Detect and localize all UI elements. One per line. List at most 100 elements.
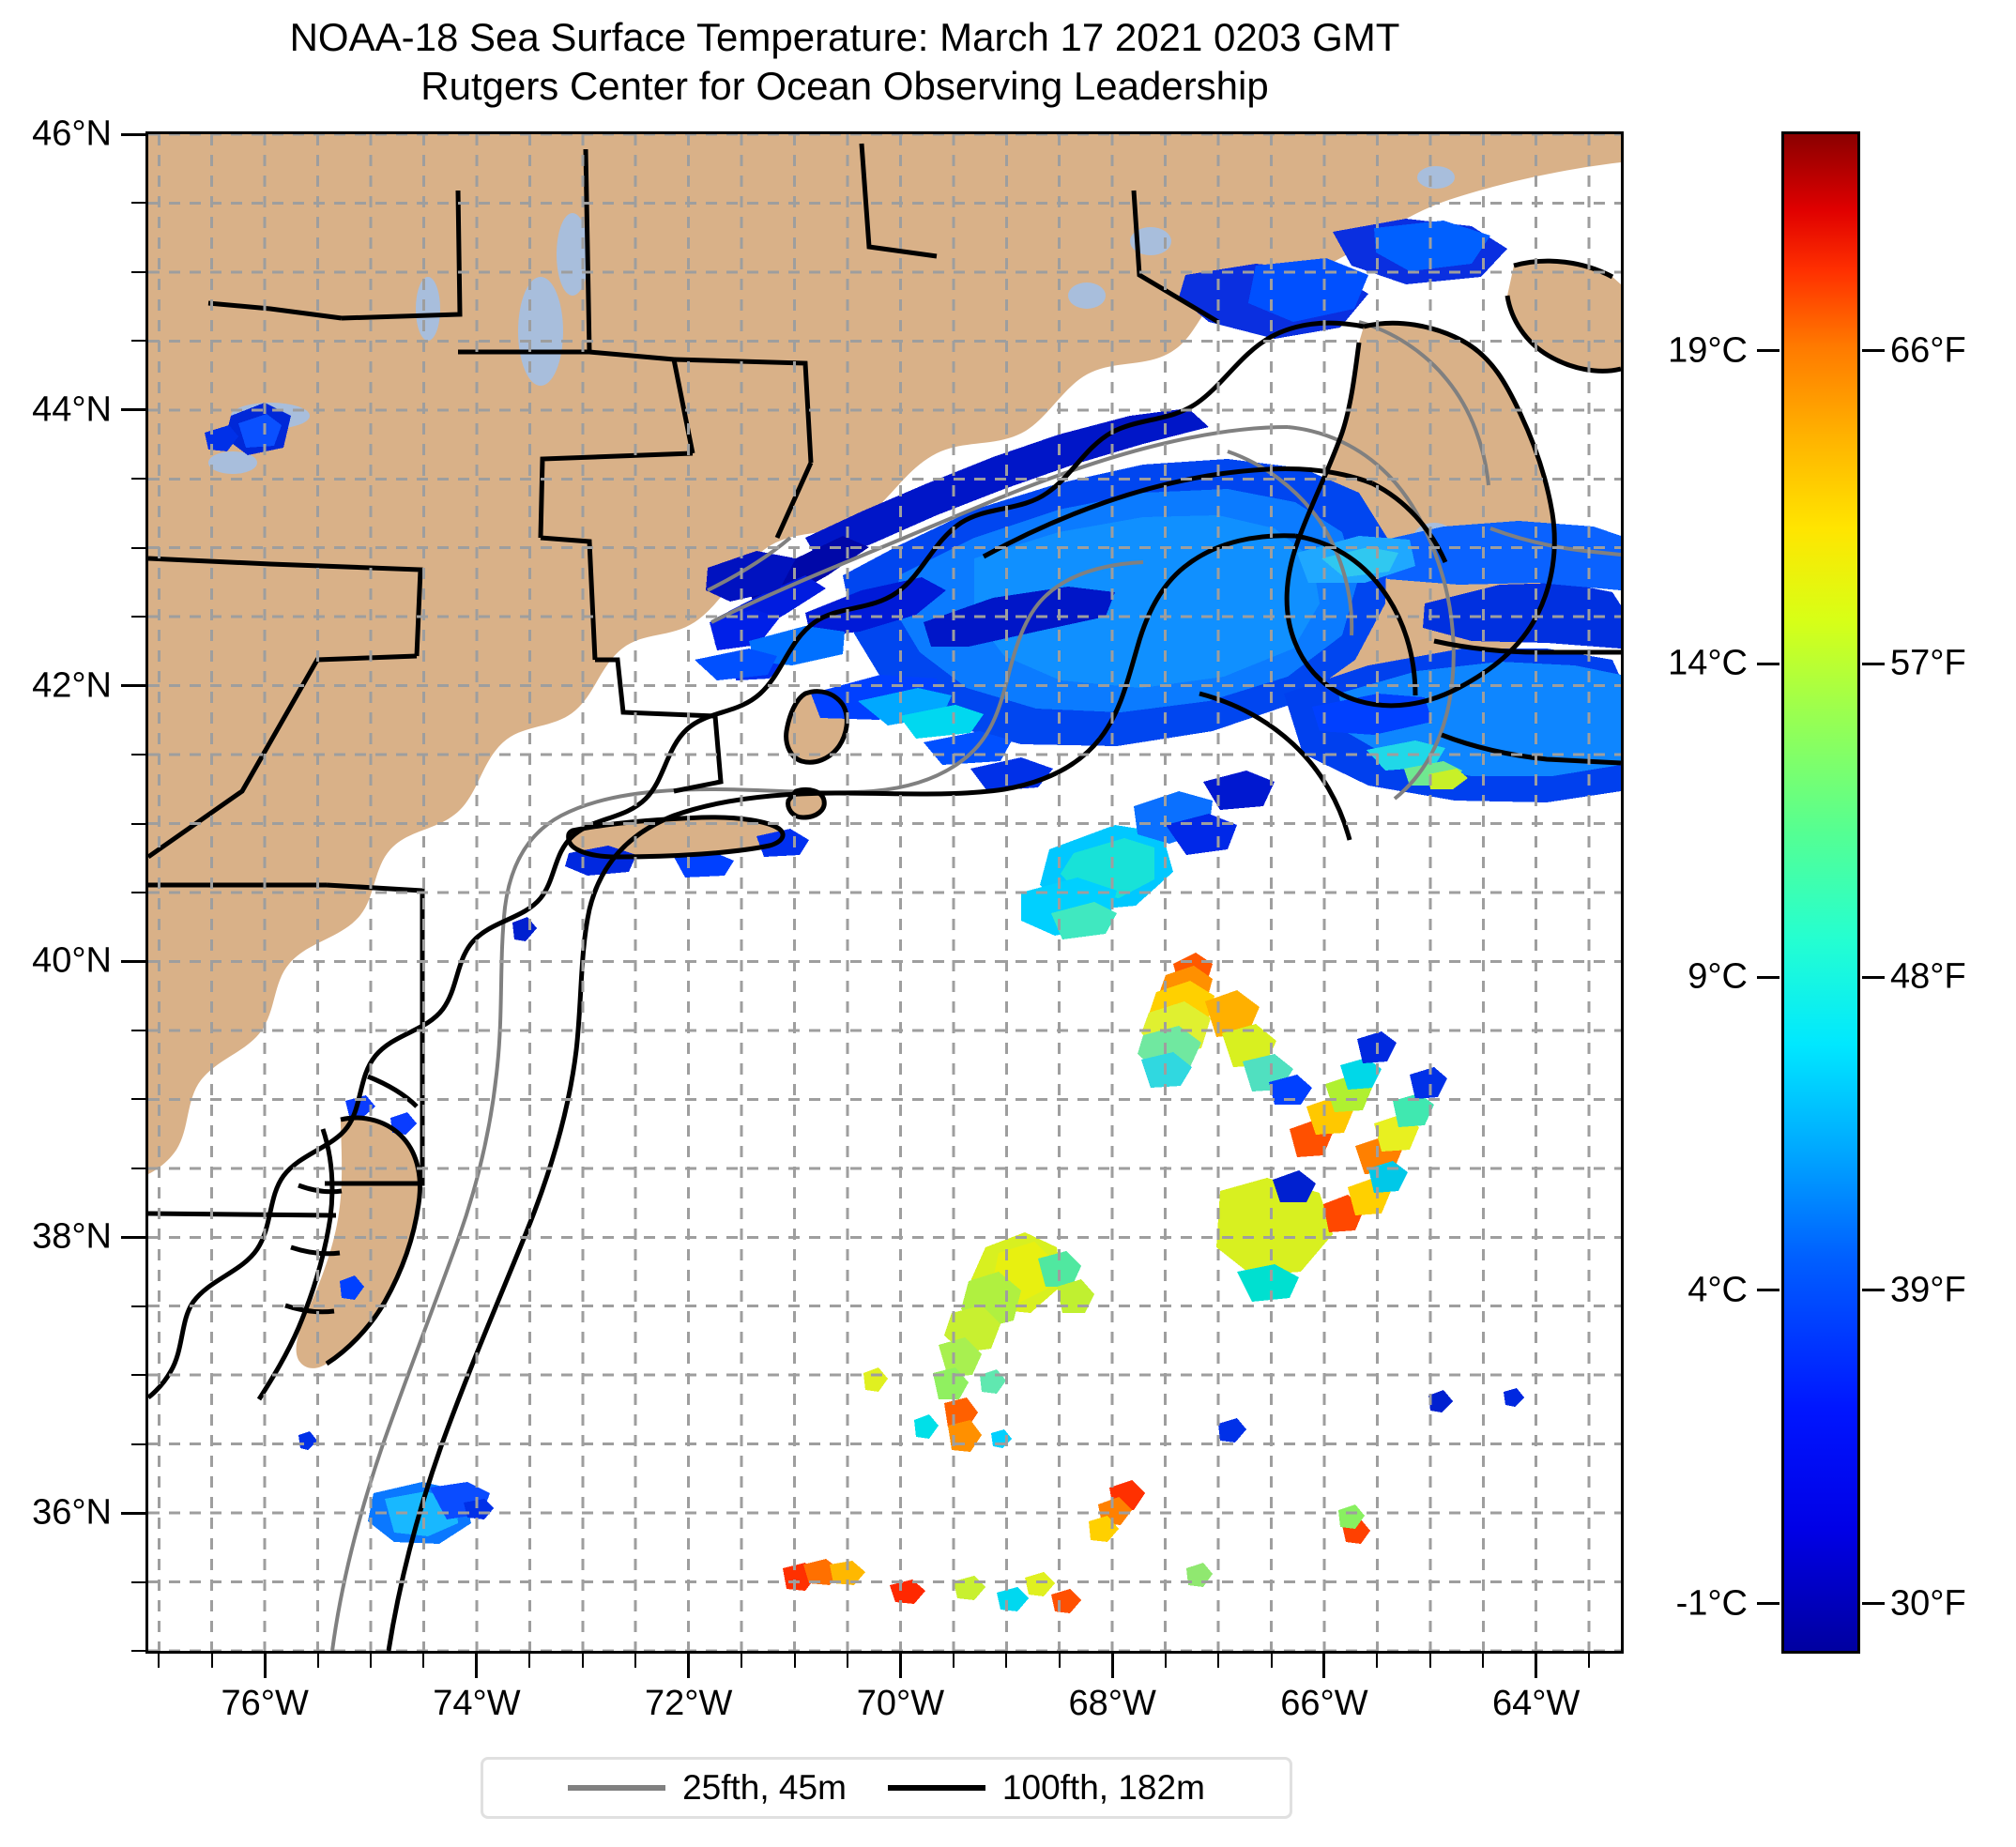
y-axis-minor-tick <box>131 1580 145 1583</box>
sst-patch-georges-bank <box>1021 771 1275 939</box>
colorbar-tick-celsius <box>1757 1289 1779 1292</box>
x-axis-tick-label: 70°W <box>856 1684 945 1723</box>
x-axis-major-tick <box>1110 1654 1114 1678</box>
x-axis-minor-tick <box>1217 1654 1220 1668</box>
y-axis-minor-tick <box>131 1305 145 1307</box>
colorbar-tick-celsius <box>1757 1602 1779 1606</box>
x-axis-minor-tick <box>793 1654 796 1668</box>
sst-data-layer <box>205 219 1621 1613</box>
colorbar-label-fahrenheit: 48°F <box>1890 956 1966 997</box>
y-axis-minor-tick <box>131 1442 145 1445</box>
y-axis-tick-label: 36°N <box>32 1492 112 1533</box>
colorbar-tick-fahrenheit <box>1862 349 1885 353</box>
x-axis-minor-tick <box>1428 1654 1431 1668</box>
coastline-layer <box>148 143 1621 1401</box>
page-title: NOAA-18 Sea Surface Temperature: March 1… <box>289 15 1400 59</box>
x-axis-minor-tick <box>846 1654 848 1668</box>
legend-label-25fth: 25fth, 45m <box>682 1768 847 1807</box>
x-axis-major-tick <box>1535 1654 1538 1678</box>
x-axis-tick-label: 74°W <box>433 1684 521 1723</box>
y-axis-major-tick <box>121 684 145 688</box>
y-axis-minor-tick <box>131 754 145 756</box>
y-axis-minor-tick <box>131 546 145 549</box>
colorbar-label-celsius: 14°C <box>1668 643 1748 683</box>
x-axis-minor-tick <box>581 1654 584 1668</box>
x-axis-minor-tick <box>210 1654 213 1668</box>
legend-line-100fth <box>887 1785 985 1791</box>
y-axis-minor-tick <box>131 1167 145 1169</box>
colorbar-tick-fahrenheit <box>1862 1602 1885 1606</box>
legend-item-100fth[interactable]: 100fth, 182m <box>887 1768 1205 1808</box>
x-axis-minor-tick <box>952 1654 955 1668</box>
isobath-100fth-layer <box>386 466 1621 1651</box>
x-axis-minor-tick <box>1005 1654 1008 1668</box>
x-axis-minor-tick <box>316 1654 319 1668</box>
colorbar-group[interactable]: -1°C 30°F 4°C 39°F 9°C 48°F 14°C 57°F 19°C 66°F <box>1668 131 1966 1654</box>
x-axis-major-tick <box>898 1654 902 1678</box>
colorbar-tick-fahrenheit <box>1862 662 1885 665</box>
x-axis-minor-tick <box>370 1654 373 1668</box>
colorbar-tick-celsius <box>1757 662 1779 665</box>
y-axis-tick-label: 44°N <box>32 389 112 430</box>
x-axis-minor-tick <box>1164 1654 1167 1668</box>
y-axis-minor-tick <box>131 340 145 343</box>
y-axis-minor-tick <box>131 202 145 205</box>
x-axis-minor-tick <box>741 1654 743 1668</box>
y-axis-minor-tick <box>131 1029 145 1031</box>
lat-lon-grid-layer <box>148 134 1621 1651</box>
y-axis-major-tick <box>121 408 145 412</box>
y-axis-minor-tick <box>131 1650 145 1652</box>
x-axis-major-tick <box>475 1654 479 1678</box>
legend-item-25fth[interactable]: 25fth, 45m <box>568 1768 847 1808</box>
x-axis-minor-tick <box>1058 1654 1061 1668</box>
y-axis-minor-tick <box>131 616 145 618</box>
y-axis-minor-tick <box>131 270 145 273</box>
x-axis-minor-tick <box>528 1654 531 1668</box>
map-plot-area[interactable] <box>145 131 1624 1654</box>
x-axis-minor-tick <box>158 1654 160 1668</box>
colorbar-label-celsius: -1°C <box>1675 1583 1748 1624</box>
colorbar-label-fahrenheit: 39°F <box>1890 1270 1966 1310</box>
x-axis-tick-label: 66°W <box>1280 1684 1368 1723</box>
y-axis-tick-label: 42°N <box>32 665 112 706</box>
y-axis-minor-tick <box>131 1374 145 1377</box>
x-axis-tick-label: 68°W <box>1068 1684 1156 1723</box>
x-axis-minor-tick <box>422 1654 425 1668</box>
x-axis-minor-tick <box>1270 1654 1273 1668</box>
y-axis-major-tick <box>121 1235 145 1239</box>
colorbar-gradient[interactable] <box>1781 131 1860 1654</box>
x-axis-minor-tick <box>1482 1654 1485 1668</box>
colorbar-label-fahrenheit: 57°F <box>1890 643 1966 683</box>
x-axis-tick-label: 76°W <box>221 1684 309 1723</box>
y-axis-tick-label: 46°N <box>32 114 112 154</box>
colorbar-label-fahrenheit: 30°F <box>1890 1583 1966 1624</box>
colorbar-tick-fahrenheit <box>1862 1289 1885 1292</box>
colorbar-tick-fahrenheit <box>1862 975 1885 979</box>
bathymetry-legend[interactable]: 25fth, 45m 100fth, 182m <box>481 1757 1292 1819</box>
x-axis-minor-tick <box>634 1654 637 1668</box>
y-axis-minor-tick <box>131 1098 145 1101</box>
sst-map-svg <box>148 134 1621 1651</box>
legend-line-25fth <box>568 1785 666 1791</box>
x-axis-minor-tick <box>1588 1654 1591 1668</box>
colorbar-label-celsius: 19°C <box>1668 330 1748 371</box>
legend-label-100fth: 100fth, 182m <box>1001 1768 1205 1807</box>
page-subtitle: Rutgers Center for Ocean Observing Leade… <box>420 64 1269 108</box>
y-axis-minor-tick <box>131 478 145 481</box>
x-axis-major-tick <box>687 1654 691 1678</box>
colorbar-label-fahrenheit: 66°F <box>1890 330 1966 371</box>
sst-patch-warm-ring <box>1216 1031 1447 1302</box>
x-axis-tick-label: 64°W <box>1492 1684 1581 1723</box>
x-axis-tick-label: 72°W <box>645 1684 733 1723</box>
chart-title-block: NOAA-18 Sea Surface Temperature: March 1… <box>0 13 1689 111</box>
colorbar-label-celsius: 9°C <box>1688 956 1748 997</box>
x-axis-major-tick <box>263 1654 267 1678</box>
y-axis-major-tick <box>121 1511 145 1515</box>
colorbar-tick-celsius <box>1757 975 1779 979</box>
colorbar-label-celsius: 4°C <box>1688 1270 1748 1310</box>
y-axis-major-tick <box>121 959 145 963</box>
x-axis-major-tick <box>1322 1654 1326 1678</box>
colorbar-tick-celsius <box>1757 349 1779 353</box>
y-axis-major-tick <box>121 132 145 136</box>
y-axis-minor-tick <box>131 892 145 893</box>
